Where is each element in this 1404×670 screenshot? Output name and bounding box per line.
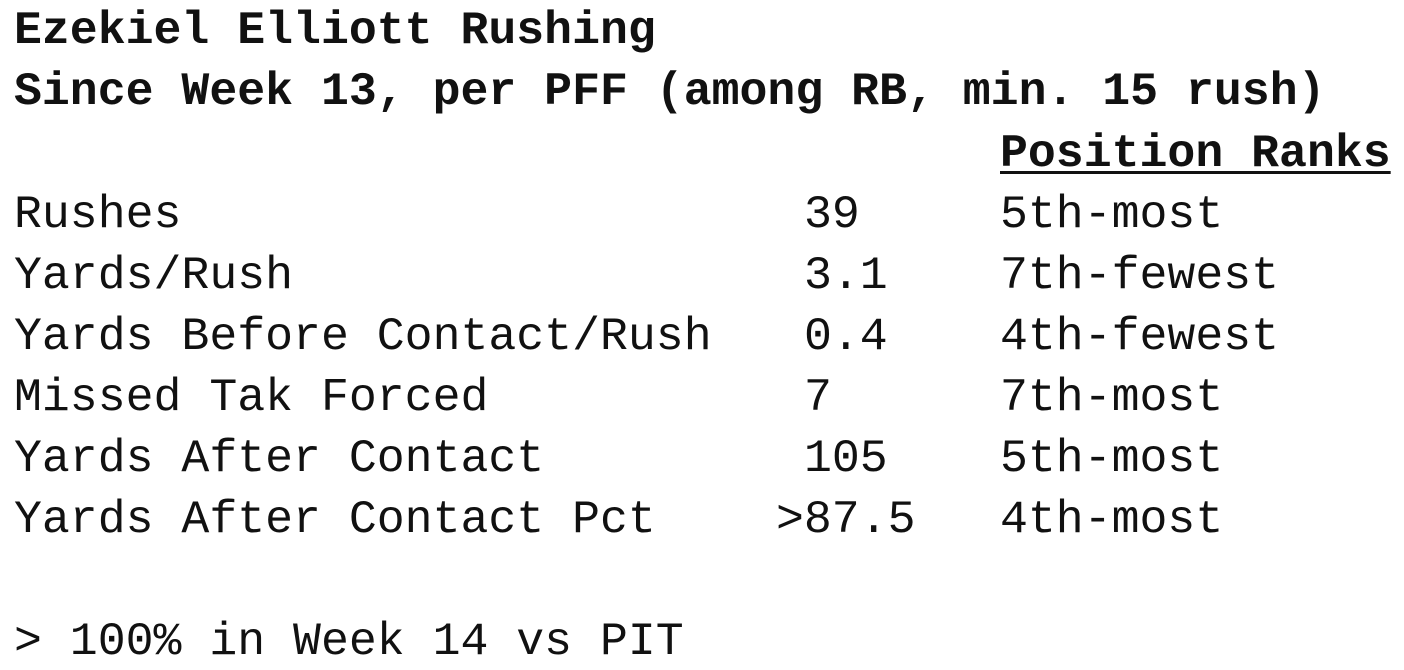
row-value: 0.4 (804, 310, 888, 363)
row-label: Rushes (14, 188, 182, 241)
row-label: Missed Tak Forced (14, 371, 489, 424)
subtitle: Since Week 13, per PFF (among RB, min. 1… (14, 65, 1326, 118)
row-value: 3.1 (804, 249, 888, 302)
rank-header: Position Ranks (1000, 127, 1391, 180)
footnote: > 100% in Week 14 vs PIT (14, 615, 684, 668)
row-label: Yards Before Contact/Rush (14, 310, 712, 363)
row-value: 39 (804, 188, 860, 241)
title: Ezekiel Elliott Rushing (14, 4, 656, 57)
row-rank: 5th-most (1000, 432, 1224, 485)
row-value: 7 (804, 371, 832, 424)
row-rank: 7th-fewest (1000, 249, 1280, 302)
row-value: 105 (804, 432, 888, 485)
row-rank: 4th-fewest (1000, 310, 1280, 363)
row-value: >87.5 (776, 493, 916, 546)
row-label: Yards/Rush (14, 249, 294, 302)
row-rank: 4th-most (1000, 493, 1224, 546)
row-label: Yards After Contact Pct (14, 493, 656, 546)
row-label: Yards After Contact (14, 432, 545, 485)
row-rank: 7th-most (1000, 371, 1224, 424)
row-rank: 5th-most (1000, 188, 1224, 241)
